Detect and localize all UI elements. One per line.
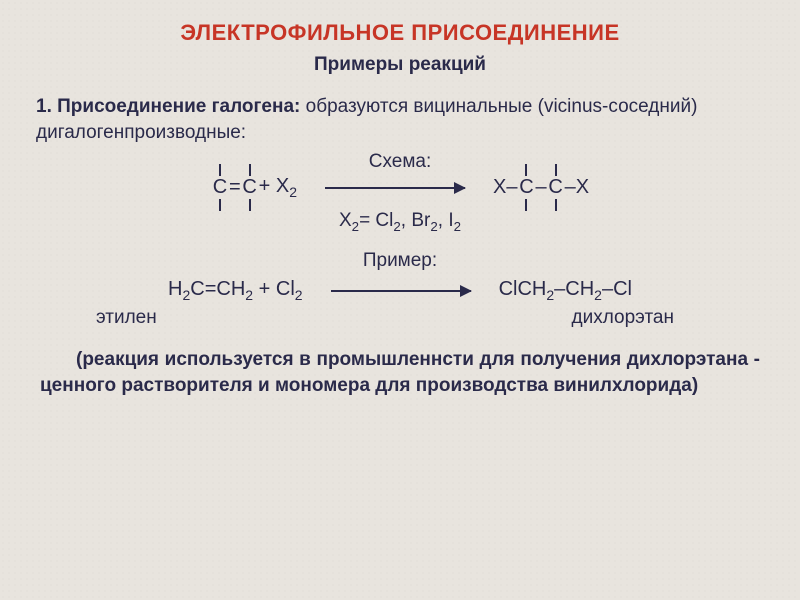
scheme-product: X– C – C –X [493, 176, 589, 199]
plus-x2: + X2 [259, 175, 297, 200]
footnote: (реакция используется в промышленнсти дл… [36, 347, 764, 398]
example-rhs: ClCH2–CH2–Cl [499, 278, 632, 303]
name-ethylene: этилен [96, 307, 157, 329]
example-lhs: H2C=CH2 + Cl2 [168, 278, 303, 303]
carbon-atom: C [211, 176, 229, 199]
name-dichloroethane: дихлорэтан [572, 307, 674, 329]
carbon-atom: C [517, 176, 535, 199]
section-lead: 1. Присоединение галогена: [36, 96, 300, 117]
where-clause: X2= Cl2, Br2, I2 [36, 210, 764, 234]
scheme-reactant: C = C + X2 [211, 175, 297, 200]
carbon-atom: C [241, 176, 259, 199]
reaction-scheme: C = C + X2 X– C – C –X [36, 175, 764, 200]
scheme-label: Схема: [36, 151, 764, 173]
x-right: –X [565, 176, 589, 199]
section-intro: 1. Присоединение галогена: образуются ви… [36, 94, 764, 145]
slide: ЭЛЕКТРОФИЛЬНОЕ ПРИСОЕДИНЕНИЕ Примеры реа… [0, 0, 800, 418]
example-label: Пример: [36, 250, 764, 272]
reaction-arrow [325, 187, 465, 189]
compound-names: этилен дихлорэтан [36, 307, 764, 329]
example-reaction: H2C=CH2 + Cl2 ClCH2–CH2–Cl [36, 278, 764, 303]
double-bond: = [229, 176, 241, 199]
reaction-arrow [331, 290, 471, 292]
single-bond: – [535, 176, 546, 199]
x-left: X– [493, 176, 517, 199]
slide-subtitle: Примеры реакций [36, 54, 764, 76]
slide-title: ЭЛЕКТРОФИЛЬНОЕ ПРИСОЕДИНЕНИЕ [36, 20, 764, 46]
carbon-atom: C [547, 176, 565, 199]
